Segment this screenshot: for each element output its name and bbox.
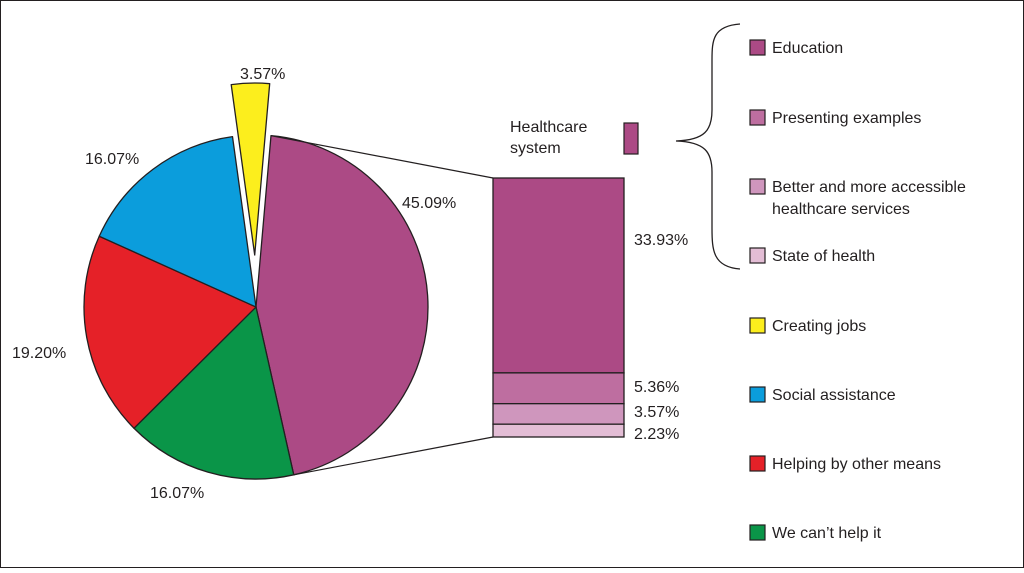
legend-swatch: [749, 455, 766, 472]
legend-label: Social assistance: [772, 387, 896, 404]
breakdown-parent-label-line: system: [510, 140, 561, 157]
legend-label-line: Social assistance: [772, 387, 896, 404]
legend-label: Education: [772, 40, 843, 57]
pie-slice-social-assistance: [98, 135, 257, 308]
slice-label-social-assistance: 16.07%: [85, 151, 139, 168]
legend-group-brace: [675, 23, 741, 270]
connector-line-top: [270, 135, 494, 179]
pie-slices: [83, 82, 429, 480]
legend-item-social-assistance: Social assistance: [749, 386, 896, 404]
pie-slice-helping-by-other-means: [83, 235, 257, 429]
connector-line-bottom: [293, 436, 494, 476]
legend-item-creating-jobs: Creating jobs: [749, 317, 866, 335]
breakdown-connectors: [270, 135, 494, 476]
legend-label-line: Better and more accessible: [772, 179, 966, 196]
legend-swatch: [749, 109, 766, 126]
legend-swatch: [749, 317, 766, 334]
bar-segment-better-and-more-accessible-healthcare-services: [492, 403, 625, 425]
slice-label-creating-jobs: 3.57%: [240, 66, 285, 83]
bar-segment-presenting-examples: [492, 372, 625, 405]
legend-item-better-and-more-accessible: Better and more accessible healthcare ser…: [749, 178, 966, 218]
legend-label-line: Presenting examples: [772, 110, 921, 127]
legend-swatch: [749, 39, 766, 56]
legend-label: Helping by other means: [772, 456, 941, 473]
legend: Education Presenting examples Better and m…: [675, 23, 966, 542]
bar-label-education: 33.93%: [634, 232, 688, 249]
bar-segment-state-of-health: [492, 423, 625, 438]
legend-item-helping-by-other-means: Helping by other means: [749, 455, 941, 473]
legend-label-line: State of health: [772, 248, 875, 265]
bar-label-state-of-health: 2.23%: [634, 426, 679, 443]
bar-label-better-and-more-accessible-healthcare-services: 3.57%: [634, 404, 679, 421]
legend-label: We can’t help it: [772, 525, 882, 542]
legend-item-presenting-examples: Presenting examples: [749, 109, 921, 127]
legend-label: Better and more accessible healthcare ser…: [772, 179, 966, 218]
legend-label-line: We can’t help it: [772, 525, 882, 542]
bar-segment-education: [492, 177, 625, 374]
breakdown-parent-label-line: Healthcare: [510, 119, 587, 136]
legend-label: Presenting examples: [772, 110, 921, 127]
legend-label-line: Creating jobs: [772, 318, 866, 335]
pie-slice-healthcare-system: [255, 135, 429, 476]
legend-label: State of health: [772, 248, 875, 265]
slice-label-healthcare-system: 45.09%: [402, 195, 456, 212]
breakdown-stacked-bar: [492, 177, 625, 438]
legend-item-we-cant-help-it: We can’t help it: [749, 524, 882, 542]
breakdown-parent-label: Healthcare system: [510, 119, 587, 157]
breakdown-parent-swatch: [623, 122, 639, 155]
data-labels: 45.09% 16.07% 19.20% 16.07% 3.57% 33.93% 5.36%…: [12, 66, 688, 502]
legend-swatch: [749, 178, 766, 195]
legend-label-line: healthcare services: [772, 201, 910, 218]
slice-label-helping-by-other-means: 19.20%: [12, 345, 66, 362]
legend-label-line: Helping by other means: [772, 456, 941, 473]
legend-swatch: [749, 524, 766, 541]
slice-label-we-cant-help-it: 16.07%: [150, 485, 204, 502]
legend-swatch: [749, 386, 766, 403]
pie-slice-creating-jobs: [230, 82, 271, 256]
legend-label: Creating jobs: [772, 318, 866, 335]
legend-label-line: Education: [772, 40, 843, 57]
bar-label-presenting-examples: 5.36%: [634, 379, 679, 396]
pie-slice-we-cant-help-it: [133, 306, 295, 480]
legend-item-state-of-health: State of health: [749, 247, 875, 265]
legend-item-education: Education: [749, 39, 843, 57]
legend-swatch: [749, 247, 766, 264]
